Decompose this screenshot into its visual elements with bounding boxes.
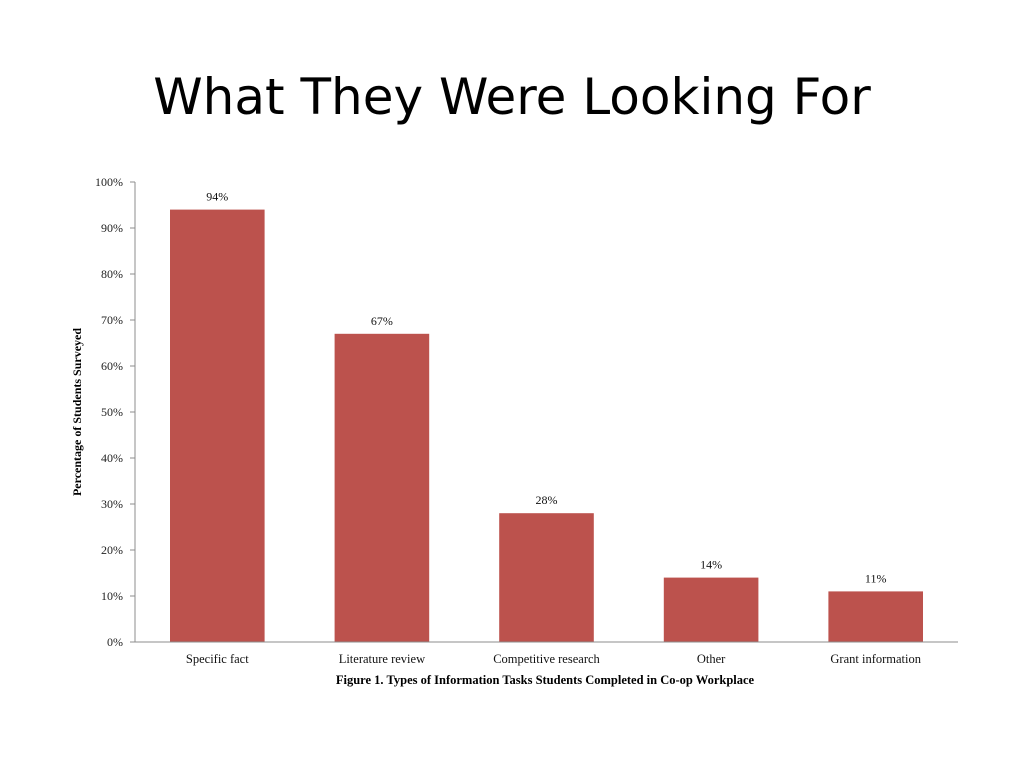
y-tick-label: 0%	[107, 635, 123, 649]
x-category-label: Competitive research	[493, 652, 600, 666]
x-category-label: Grant information	[830, 652, 921, 666]
y-tick-label: 10%	[101, 589, 123, 603]
data-label: 11%	[865, 571, 887, 585]
data-labels: 94% 67% 28% 14% 11%	[206, 190, 886, 586]
x-axis: Specific fact Literature review Competitiv…	[135, 641, 958, 666]
y-tick-label: 60%	[101, 359, 123, 373]
y-tick-label: 20%	[101, 543, 123, 557]
data-label: 14%	[700, 558, 722, 572]
data-label: 67%	[371, 314, 393, 328]
slide-title: What They Were Looking For	[153, 68, 871, 126]
y-tick-label: 90%	[101, 221, 123, 235]
bars	[170, 209, 923, 642]
chart-caption: Figure 1. Types of Information Tasks Stu…	[336, 673, 755, 687]
y-axis-title: Percentage of Students Surveyed	[70, 328, 84, 496]
bar-other	[663, 577, 759, 642]
y-tick-label: 70%	[101, 313, 123, 327]
x-category-label: Specific fact	[186, 652, 249, 666]
bar-grant-information	[828, 591, 923, 642]
bar-specific-fact	[170, 209, 265, 642]
bar-literature-review	[334, 333, 430, 642]
y-tick-label: 100%	[95, 175, 123, 189]
y-tick-label: 50%	[101, 405, 123, 419]
data-label: 94%	[206, 190, 228, 204]
x-category-label: Other	[697, 652, 726, 666]
x-category-label: Literature review	[339, 652, 425, 666]
y-tick-label: 80%	[101, 267, 123, 281]
y-tick-label: 30%	[101, 497, 123, 511]
data-label: 28%	[536, 493, 558, 507]
bar-competitive-research	[499, 513, 594, 642]
y-axis: 0% 10% 20% 30% 40% 50% 60% 70% 80% 90% 100%	[95, 175, 136, 649]
y-tick-label: 40%	[101, 451, 123, 465]
